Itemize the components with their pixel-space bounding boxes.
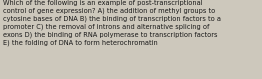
Text: Which of the following is an example of post-transcriptional
control of gene exp: Which of the following is an example of … bbox=[3, 0, 221, 46]
